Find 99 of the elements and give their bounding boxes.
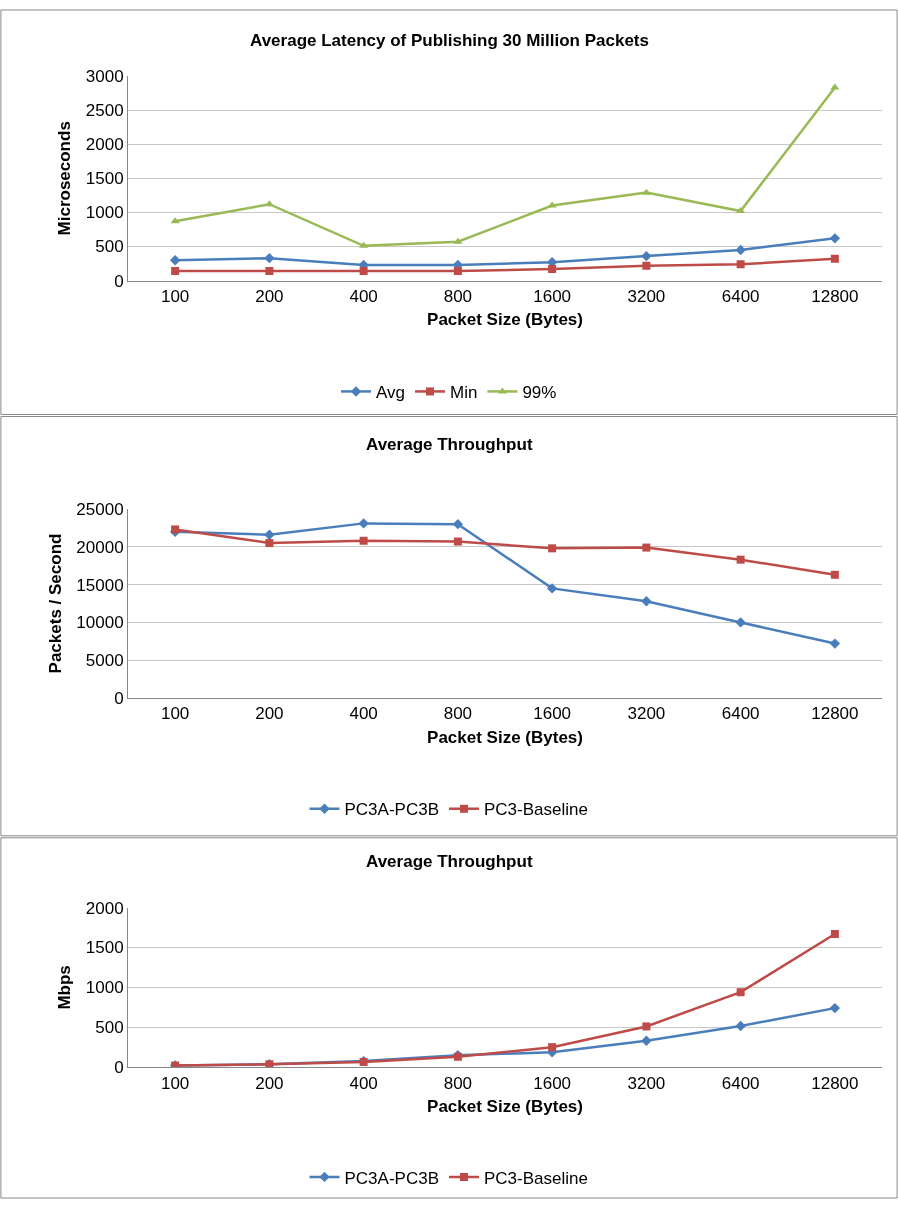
legend-label: 99% [522, 383, 557, 403]
point [171, 267, 180, 276]
x-tick-label: 12800 [811, 1073, 859, 1093]
chart-title: Average Throughput [366, 435, 533, 454]
x-tick-label: 100 [160, 1073, 190, 1093]
x-tick-label: 3200 [627, 287, 666, 307]
x-tick-label: 200 [255, 1073, 284, 1093]
point [359, 536, 368, 545]
x-tick-label: 400 [349, 287, 378, 307]
y-tick-label: 2000 [85, 135, 124, 155]
point [736, 988, 745, 997]
point [359, 267, 368, 276]
y-tick-label: 1000 [85, 978, 124, 998]
point [358, 518, 369, 529]
point [548, 1043, 557, 1052]
y-axis-title: Packets / Second [45, 533, 65, 674]
chart-title: Average Latency of Publishing 30 Million Packets [250, 31, 649, 50]
x-tick-label: 3200 [627, 1073, 666, 1093]
point [641, 188, 651, 195]
point [641, 250, 652, 262]
x-tick-label: 100 [160, 704, 190, 724]
point [642, 543, 651, 552]
point [546, 583, 558, 594]
y-tick-label: 10000 [76, 613, 124, 633]
point [548, 265, 557, 274]
x-tick-label: 800 [443, 1073, 473, 1093]
x-tick-label: 1600 [533, 1073, 572, 1093]
y-tick-label: 0 [114, 271, 124, 291]
point [829, 638, 841, 649]
point [453, 237, 463, 244]
point [829, 1002, 841, 1014]
point [264, 252, 275, 264]
point [830, 570, 839, 579]
point [547, 201, 557, 208]
legend-label: PC3-Baseline [483, 1168, 588, 1188]
point [264, 200, 274, 207]
point [642, 1022, 651, 1031]
point [830, 83, 840, 90]
y-tick-label: 5000 [85, 651, 124, 671]
y-tick-label: 1500 [85, 169, 124, 189]
y-tick-label: 500 [95, 237, 124, 257]
x-axis-title: Packet Size (Bytes) [427, 310, 583, 330]
y-tick-label: 3000 [85, 66, 124, 86]
x-tick-label: 6400 [721, 287, 760, 307]
point [265, 267, 274, 276]
point [735, 617, 746, 628]
legend-label: PC3A-PC3B [344, 800, 439, 820]
x-tick-label: 3200 [627, 704, 666, 724]
point [735, 1020, 746, 1032]
x-tick-label: 800 [443, 704, 473, 724]
x-tick-label: 200 [255, 287, 284, 307]
point [453, 537, 462, 546]
x-tick-label: 400 [349, 1073, 378, 1093]
y-tick-label: 500 [95, 1018, 124, 1038]
point [829, 233, 841, 244]
x-tick-label: 12800 [811, 287, 859, 307]
point [359, 241, 369, 248]
y-tick-label: 15000 [76, 575, 124, 595]
point [641, 596, 652, 607]
y-tick-label: 20000 [76, 537, 124, 557]
legend-label: Min [450, 383, 478, 403]
x-tick-label: 1600 [533, 287, 572, 307]
x-tick-label: 6400 [721, 704, 760, 724]
x-tick-label: 12800 [811, 704, 859, 724]
y-axis-title: Mbps [55, 965, 75, 1010]
point [452, 518, 464, 530]
point [736, 207, 746, 214]
y-tick-label: 2000 [85, 898, 124, 918]
legend-label: PC3-Baseline [483, 800, 588, 820]
legend-label: PC3A-PC3B [344, 1168, 439, 1188]
x-tick-label: 6400 [721, 1073, 760, 1093]
point [641, 1035, 652, 1046]
x-axis-title: Packet Size (Bytes) [427, 1096, 583, 1116]
x-tick-label: 400 [349, 704, 378, 724]
legend-label: Avg [376, 383, 405, 403]
y-tick-label: 25000 [76, 499, 124, 519]
y-tick-label: 1000 [85, 203, 124, 223]
x-tick-label: 100 [160, 287, 190, 307]
y-tick-label: 1500 [85, 938, 124, 958]
x-axis-title: Packet Size (Bytes) [427, 727, 583, 747]
x-tick-label: 800 [443, 287, 473, 307]
point [736, 260, 745, 269]
y-axis-title: Microseconds [55, 121, 75, 236]
point [265, 539, 274, 548]
x-tick-label: 1600 [533, 704, 572, 724]
point [642, 261, 651, 270]
y-tick-label: 0 [114, 1058, 124, 1078]
point [830, 254, 839, 263]
chart-title: Average Throughput [366, 852, 533, 871]
point [830, 929, 839, 938]
point [548, 544, 557, 553]
point [735, 244, 746, 256]
point [264, 529, 275, 540]
x-tick-label: 200 [255, 704, 284, 724]
y-tick-label: 2500 [85, 101, 124, 120]
point [453, 267, 462, 276]
point [736, 555, 745, 564]
y-tick-label: 0 [114, 688, 124, 708]
point [169, 254, 181, 266]
